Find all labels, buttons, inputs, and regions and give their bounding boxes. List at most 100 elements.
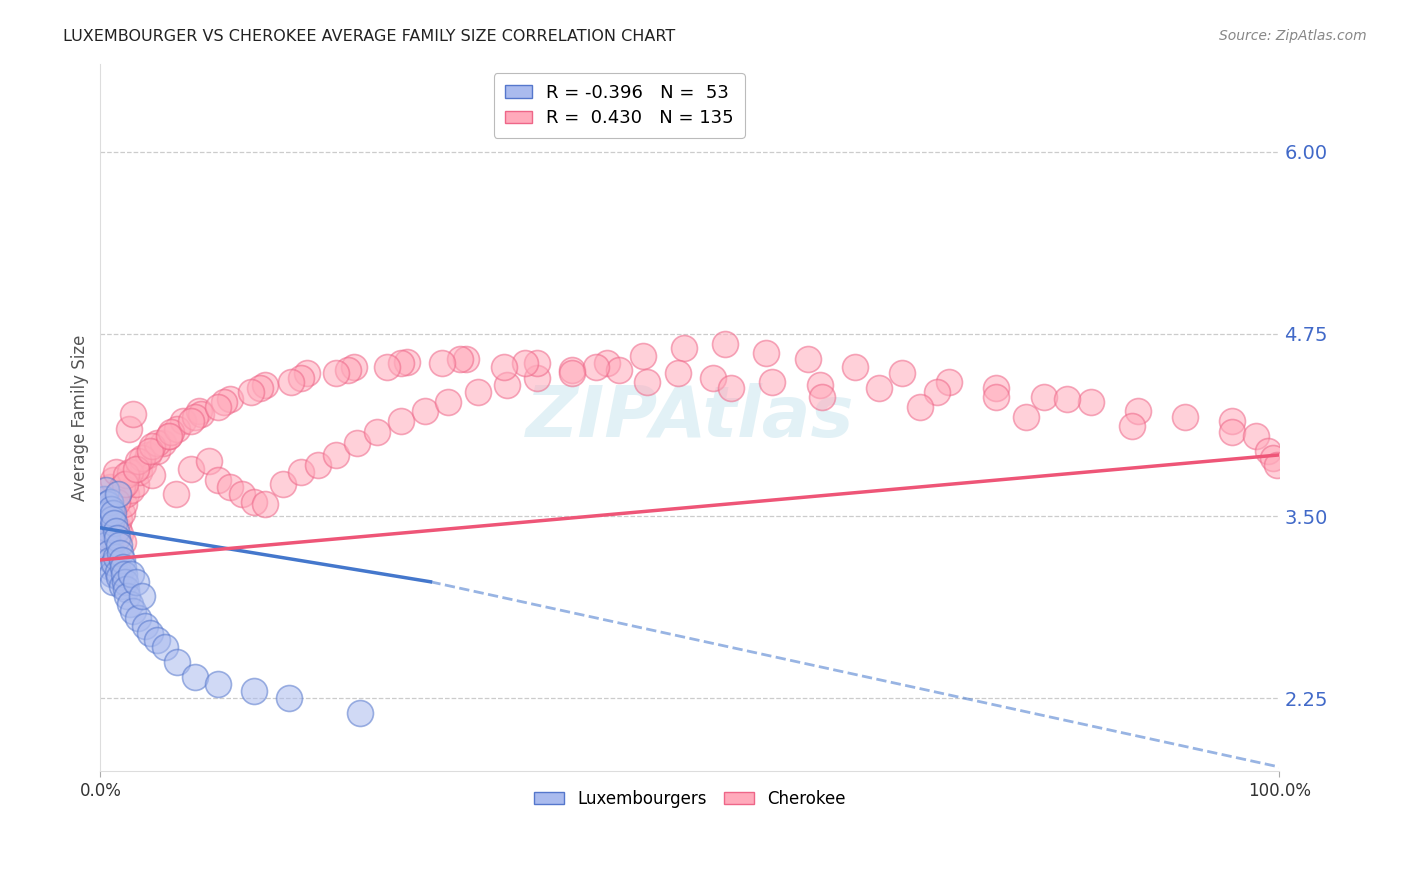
Point	[103, 556, 125, 570]
Point	[561, 366, 583, 380]
Point	[166, 655, 188, 669]
Text: LUXEMBOURGER VS CHEROKEE AVERAGE FAMILY SIZE CORRELATION CHART: LUXEMBOURGER VS CHEROKEE AVERAGE FAMILY …	[63, 29, 675, 44]
Point	[190, 407, 212, 421]
Point	[101, 506, 124, 520]
Point	[93, 516, 115, 531]
Point	[219, 480, 242, 494]
Point	[100, 512, 122, 526]
Point	[108, 570, 131, 584]
Point	[134, 618, 156, 632]
Point	[596, 356, 619, 370]
Point	[278, 691, 301, 706]
Point	[1015, 409, 1038, 424]
Point	[207, 400, 229, 414]
Text: Source: ZipAtlas.com: Source: ZipAtlas.com	[1219, 29, 1367, 43]
Point	[125, 574, 148, 589]
Point	[1244, 429, 1267, 443]
Point	[153, 640, 176, 655]
Point	[101, 512, 124, 526]
Point	[1263, 450, 1285, 465]
Point	[120, 567, 142, 582]
Point	[183, 670, 205, 684]
Point	[938, 375, 960, 389]
Point	[496, 378, 519, 392]
Point	[98, 553, 121, 567]
Point	[336, 363, 359, 377]
Point	[108, 538, 131, 552]
Point	[122, 604, 145, 618]
Point	[96, 538, 118, 552]
Point	[110, 546, 132, 560]
Point	[449, 351, 471, 366]
Point	[101, 531, 124, 545]
Point	[231, 487, 253, 501]
Point	[118, 466, 141, 480]
Point	[114, 477, 136, 491]
Point	[325, 366, 347, 380]
Point	[183, 409, 205, 424]
Point	[96, 491, 118, 506]
Point	[280, 375, 302, 389]
Point	[437, 395, 460, 409]
Point	[122, 407, 145, 421]
Point	[128, 466, 150, 480]
Point	[526, 356, 548, 370]
Point	[295, 366, 318, 380]
Point	[432, 356, 454, 370]
Point	[165, 487, 187, 501]
Point	[103, 506, 125, 520]
Point	[908, 400, 931, 414]
Point	[808, 378, 831, 392]
Point	[454, 351, 477, 366]
Text: ZIPAtlas: ZIPAtlas	[526, 384, 853, 452]
Point	[96, 483, 118, 497]
Point	[107, 565, 129, 579]
Point	[389, 414, 412, 428]
Point	[714, 337, 737, 351]
Point	[212, 395, 235, 409]
Point	[100, 546, 122, 560]
Point	[366, 425, 388, 439]
Point	[110, 480, 132, 494]
Point	[1080, 395, 1102, 409]
Point	[93, 516, 115, 531]
Point	[389, 356, 412, 370]
Point	[188, 404, 211, 418]
Point	[91, 509, 114, 524]
Point	[219, 392, 242, 407]
Point	[797, 351, 820, 366]
Point	[157, 429, 180, 443]
Point	[254, 498, 277, 512]
Point	[844, 360, 866, 375]
Point	[108, 512, 131, 526]
Point	[104, 524, 127, 538]
Point	[115, 487, 138, 501]
Point	[125, 477, 148, 491]
Point	[105, 560, 128, 574]
Point	[146, 633, 169, 648]
Point	[166, 422, 188, 436]
Point	[811, 390, 834, 404]
Point	[97, 546, 120, 560]
Point	[105, 531, 128, 545]
Point	[526, 370, 548, 384]
Point	[242, 494, 264, 508]
Point	[117, 590, 139, 604]
Point	[100, 560, 122, 574]
Point	[395, 354, 418, 368]
Point	[94, 526, 117, 541]
Point	[413, 404, 436, 418]
Point	[141, 468, 163, 483]
Point	[131, 450, 153, 465]
Point	[346, 436, 368, 450]
Point	[103, 574, 125, 589]
Point	[97, 538, 120, 552]
Point	[96, 531, 118, 545]
Point	[93, 491, 115, 506]
Point	[114, 574, 136, 589]
Point	[110, 526, 132, 541]
Point	[107, 487, 129, 501]
Point	[98, 480, 121, 494]
Point	[1126, 404, 1149, 418]
Point	[125, 462, 148, 476]
